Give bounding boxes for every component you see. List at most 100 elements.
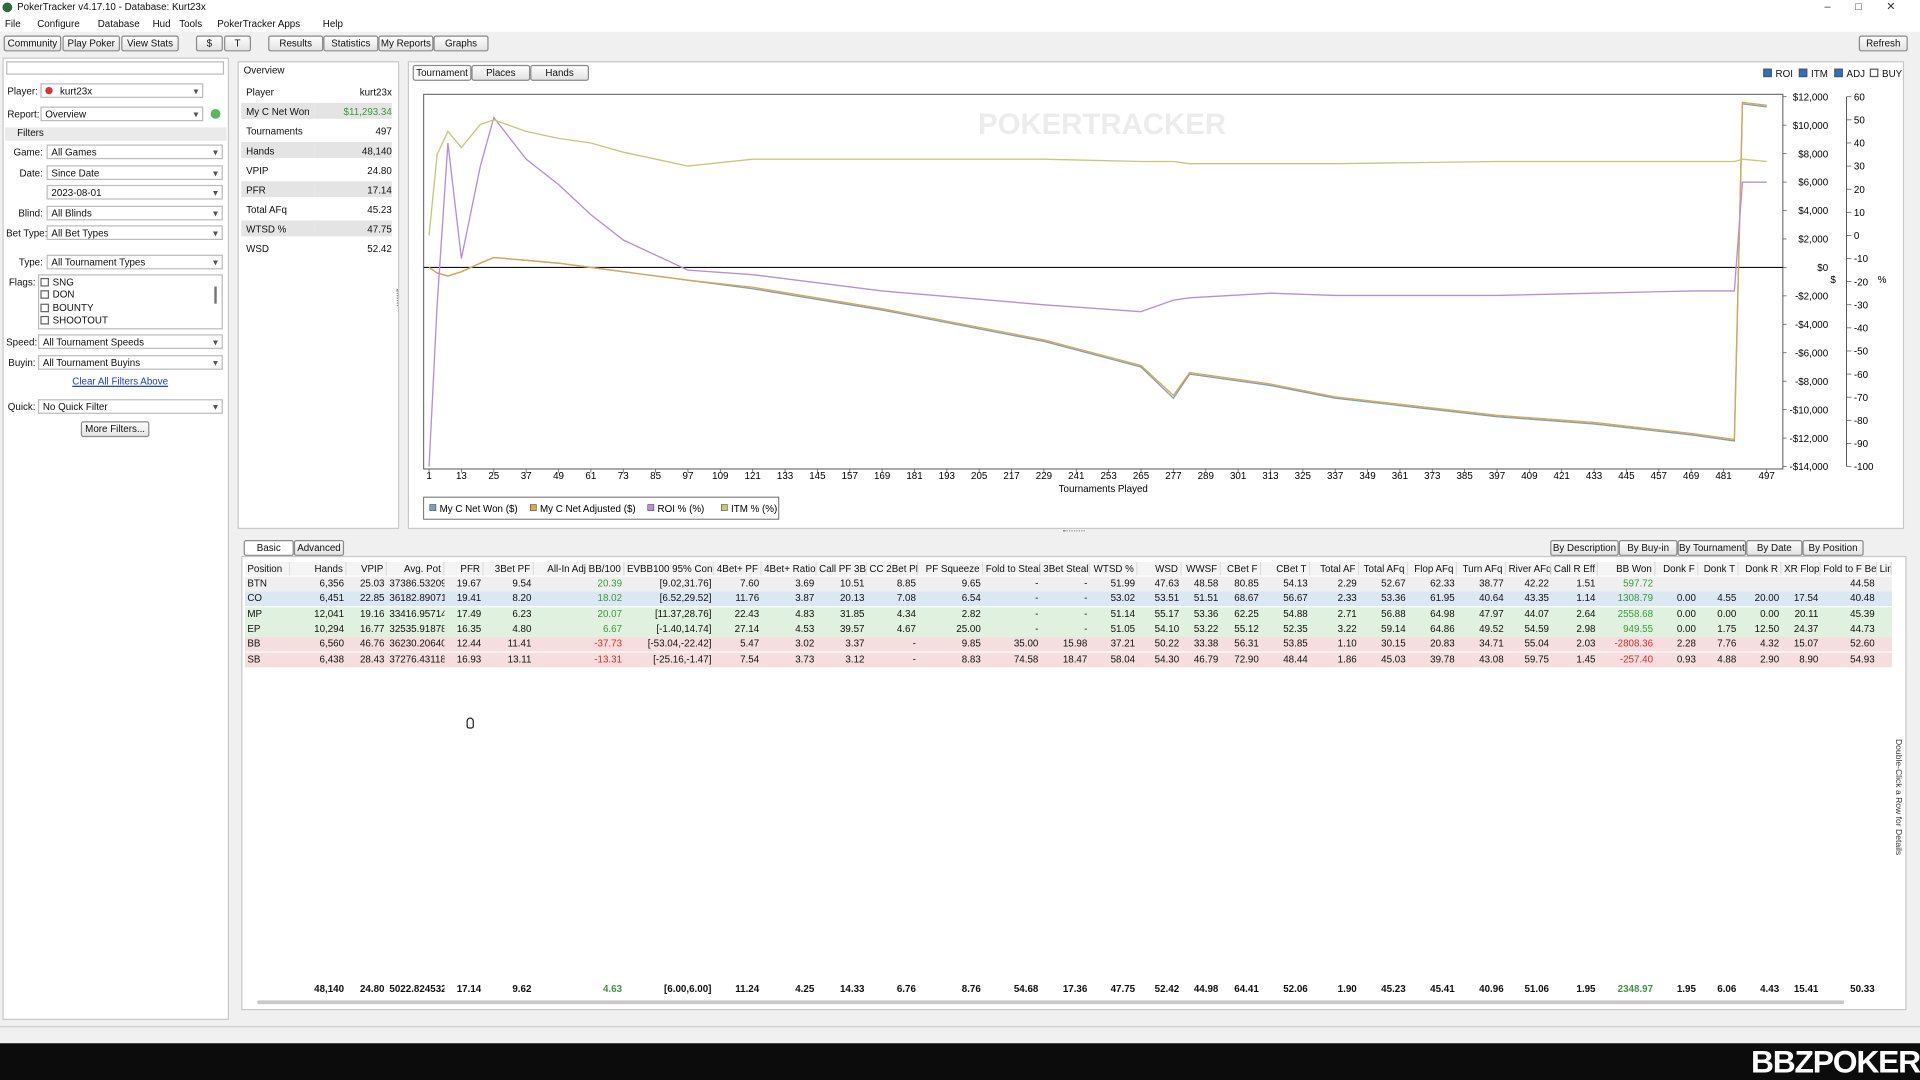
table-cell: 2.33	[1337, 593, 1357, 605]
filter2-combo[interactable]: All Tournament Speeds	[37, 334, 223, 349]
column-header[interactable]: Position	[244, 562, 291, 576]
menu-item[interactable]: PokerTracker Apps	[217, 18, 301, 30]
group-tab[interactable]: By Position	[1802, 540, 1864, 556]
graph-option-checkbox[interactable]	[1763, 68, 1772, 78]
column-header[interactable]: WWSF	[1181, 562, 1221, 576]
filter-0-combo[interactable]: All Games	[46, 144, 223, 160]
refresh-button[interactable]: Refresh	[1858, 35, 1908, 52]
table-cell: [9.02,31.76]	[659, 577, 712, 589]
graph-option-checkbox[interactable]	[1834, 68, 1843, 78]
flag-checkbox[interactable]	[40, 277, 49, 287]
group-tab[interactable]: By Buy-in	[1618, 540, 1678, 556]
flag-checkbox[interactable]	[40, 315, 49, 325]
more-filters-button[interactable]: More Filters...	[80, 421, 150, 438]
table-cell: 53.85	[1283, 638, 1308, 650]
table-cell: 0.00	[1676, 608, 1696, 620]
graph-tab[interactable]: Tournament	[412, 64, 472, 81]
column-header[interactable]: VPIP	[346, 562, 387, 576]
search-box[interactable]	[6, 61, 225, 75]
section-tab[interactable]: My Reports	[378, 35, 434, 52]
graph-tab[interactable]: Places	[471, 64, 531, 81]
column-header[interactable]: 4Bet+ PF	[713, 562, 762, 576]
filter2-combo[interactable]: All Tournament Buyins	[37, 355, 223, 370]
column-header[interactable]: River AFq	[1506, 562, 1552, 576]
column-header[interactable]: Hands	[290, 562, 347, 576]
report-combo[interactable]: Overview	[40, 106, 204, 122]
table-row[interactable]	[244, 606, 1892, 622]
graph-tab[interactable]: Hands	[530, 64, 589, 81]
column-header[interactable]: Call PF 3Bet	[816, 562, 867, 576]
total-cell: 15.41	[1793, 983, 1819, 995]
column-header[interactable]: Total AF	[1310, 562, 1360, 576]
toolbar-button[interactable]: Community	[3, 35, 62, 52]
legend-label: ITM % (%)	[731, 504, 777, 515]
filter-1-combo[interactable]: Since Date	[46, 165, 223, 181]
section-tab[interactable]: Graphs	[433, 35, 489, 52]
filter-4-combo[interactable]: All Bet Types	[46, 225, 223, 241]
menu-item[interactable]: File	[4, 18, 21, 30]
graph-option-checkbox[interactable]	[1798, 68, 1808, 78]
table-cell: 6.23	[512, 608, 532, 620]
section-tab[interactable]: Statistics	[323, 35, 379, 52]
table-row[interactable]	[244, 591, 1892, 607]
x-tick-label: 253	[1100, 471, 1117, 482]
table-tab[interactable]: Basic	[243, 540, 294, 556]
column-header[interactable]: Fold to F Bet	[1820, 562, 1878, 576]
column-header[interactable]: Call R Eff	[1551, 562, 1598, 576]
column-header[interactable]: Total AFq	[1359, 562, 1409, 576]
currency-button[interactable]: $	[195, 35, 223, 52]
quick-combo[interactable]: No Quick Filter	[37, 399, 223, 414]
column-header[interactable]: Donk F	[1655, 562, 1699, 576]
group-tab[interactable]: By Date	[1746, 540, 1803, 556]
column-header[interactable]: All-In Adj BB/100	[533, 562, 625, 576]
column-header[interactable]: EVBB100 95% Conf.	[624, 562, 714, 576]
clear-filters-link[interactable]: Clear All Filters Above	[72, 375, 169, 387]
menu-item[interactable]: Database	[97, 18, 140, 30]
toolbar-button[interactable]: View Stats	[121, 35, 179, 52]
column-header[interactable]: Donk T	[1698, 562, 1739, 576]
column-header[interactable]: Turn AFq	[1457, 562, 1507, 576]
column-header[interactable]: Avg. Pot	[386, 562, 445, 576]
menu-item[interactable]: Configure	[37, 18, 80, 30]
column-header[interactable]: CBet T	[1261, 562, 1311, 576]
toolbar-button[interactable]: Play Poker	[62, 35, 121, 52]
column-header[interactable]: Fold to Steal	[983, 562, 1041, 576]
column-header[interactable]: WSD	[1137, 562, 1182, 576]
column-header[interactable]: WTSD %	[1089, 562, 1138, 576]
menu-item[interactable]: Tools	[179, 18, 203, 30]
column-header[interactable]: PFR	[444, 562, 484, 576]
filter-3-combo[interactable]: All Blinds	[46, 205, 223, 221]
column-header[interactable]: CBet F	[1220, 562, 1262, 576]
table-cell: 6,451	[319, 593, 345, 605]
filter-2-combo[interactable]: 2023-08-01	[46, 184, 223, 200]
table-row[interactable]	[244, 621, 1892, 637]
player-combo[interactable]: kurt23x	[40, 83, 204, 98]
menu-item[interactable]: Hud	[152, 18, 171, 30]
graph-option-checkbox[interactable]	[1869, 68, 1879, 78]
flag-checkbox[interactable]	[40, 303, 49, 312]
column-header[interactable]: Flop AFq	[1408, 562, 1458, 576]
section-tab[interactable]: Results	[268, 35, 324, 52]
table-cell: 1.10	[1337, 638, 1357, 650]
group-tab[interactable]: By Description	[1550, 540, 1619, 556]
filter-4-label: Bet Type:	[6, 227, 48, 239]
column-header[interactable]: 4Bet+ Ratio	[761, 562, 817, 576]
currency-button[interactable]: T	[224, 35, 252, 52]
menu-item[interactable]: Help	[322, 18, 343, 30]
column-header[interactable]: 3Bet Steal	[1040, 562, 1090, 576]
column-header[interactable]: Donk R	[1738, 562, 1782, 576]
column-header[interactable]: XR Flop	[1781, 562, 1821, 576]
total-cell: 40.96	[1479, 983, 1504, 995]
group-tab[interactable]: By Tournament	[1677, 540, 1747, 556]
column-header[interactable]: 3Bet PF	[483, 562, 534, 576]
column-header[interactable]: CC 2Bet PF	[866, 562, 919, 576]
table-row[interactable]	[244, 652, 1892, 667]
column-header[interactable]: PF Squeeze	[918, 562, 984, 576]
column-header[interactable]: BB Won	[1597, 562, 1656, 576]
table-row[interactable]	[244, 576, 1892, 592]
table-row[interactable]	[244, 636, 1892, 652]
table-tab[interactable]: Advanced	[293, 540, 345, 556]
flag-checkbox[interactable]	[40, 290, 49, 300]
filter-5-combo[interactable]: All Tournament Types	[46, 254, 223, 270]
column-header[interactable]: Lim	[1877, 562, 1892, 576]
